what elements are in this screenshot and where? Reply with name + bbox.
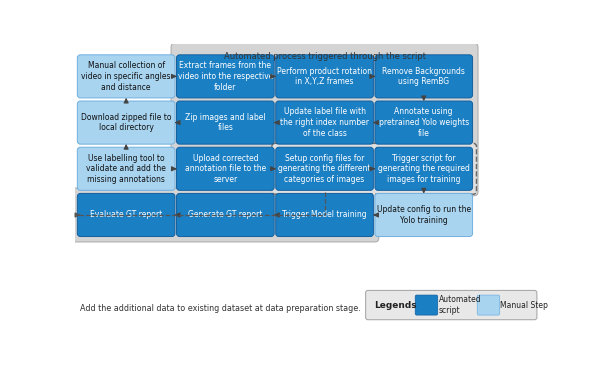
FancyBboxPatch shape xyxy=(415,295,438,315)
Text: Extract frames from the
video into the respective
folder: Extract frames from the video into the r… xyxy=(178,61,273,92)
FancyBboxPatch shape xyxy=(276,55,373,98)
Text: Automated
script: Automated script xyxy=(439,295,481,315)
Text: Zip images and label
files: Zip images and label files xyxy=(185,113,266,132)
Text: Trigger Model training: Trigger Model training xyxy=(282,211,367,219)
FancyBboxPatch shape xyxy=(176,55,274,98)
Text: Update label file with
the right index number
of the class: Update label file with the right index n… xyxy=(280,107,369,138)
Text: Remove Backgrounds
using RemBG: Remove Backgrounds using RemBG xyxy=(382,66,465,86)
FancyBboxPatch shape xyxy=(276,101,373,144)
FancyBboxPatch shape xyxy=(176,101,274,144)
FancyBboxPatch shape xyxy=(176,193,274,237)
Text: Automated process triggered through the script: Automated process triggered through the … xyxy=(224,52,425,61)
Text: Legends: Legends xyxy=(374,301,417,310)
FancyBboxPatch shape xyxy=(72,188,379,242)
FancyBboxPatch shape xyxy=(375,101,473,144)
FancyBboxPatch shape xyxy=(375,55,473,98)
FancyBboxPatch shape xyxy=(276,147,373,190)
FancyBboxPatch shape xyxy=(365,290,537,320)
Text: Generate GT report: Generate GT report xyxy=(188,211,263,219)
Text: Upload corrected
annotation file to the
server: Upload corrected annotation file to the … xyxy=(185,153,266,184)
FancyBboxPatch shape xyxy=(171,43,478,196)
FancyBboxPatch shape xyxy=(176,147,274,190)
Text: Perform product rotation
in X,Y,Z frames: Perform product rotation in X,Y,Z frames xyxy=(277,66,372,86)
FancyBboxPatch shape xyxy=(77,193,175,237)
FancyBboxPatch shape xyxy=(375,147,473,190)
FancyBboxPatch shape xyxy=(77,101,175,144)
FancyBboxPatch shape xyxy=(77,147,175,190)
Text: Update config to run the
Yolo training: Update config to run the Yolo training xyxy=(377,205,471,225)
Text: Evaluate GT report: Evaluate GT report xyxy=(90,211,162,219)
FancyBboxPatch shape xyxy=(77,55,175,98)
Text: Use labelling tool to
validate and add the
missing annotations: Use labelling tool to validate and add t… xyxy=(86,153,166,184)
Text: Manual collection of
video in specific angles
and distance: Manual collection of video in specific a… xyxy=(82,61,171,92)
Text: Add the additional data to existing dataset at data preparation stage.: Add the additional data to existing data… xyxy=(80,304,361,313)
FancyBboxPatch shape xyxy=(276,193,373,237)
FancyBboxPatch shape xyxy=(477,295,500,315)
Text: Download zipped file to
local directory: Download zipped file to local directory xyxy=(81,113,172,132)
Text: Setup config files for
generating the different
categories of images: Setup config files for generating the di… xyxy=(278,153,371,184)
Text: Annotate using
pretrained Yolo weights
file: Annotate using pretrained Yolo weights f… xyxy=(379,107,469,138)
FancyBboxPatch shape xyxy=(272,143,476,194)
Text: Trigger script for
generating the required
images for training: Trigger script for generating the requir… xyxy=(378,153,470,184)
Text: Manual Step: Manual Step xyxy=(500,301,548,310)
FancyBboxPatch shape xyxy=(375,193,473,237)
